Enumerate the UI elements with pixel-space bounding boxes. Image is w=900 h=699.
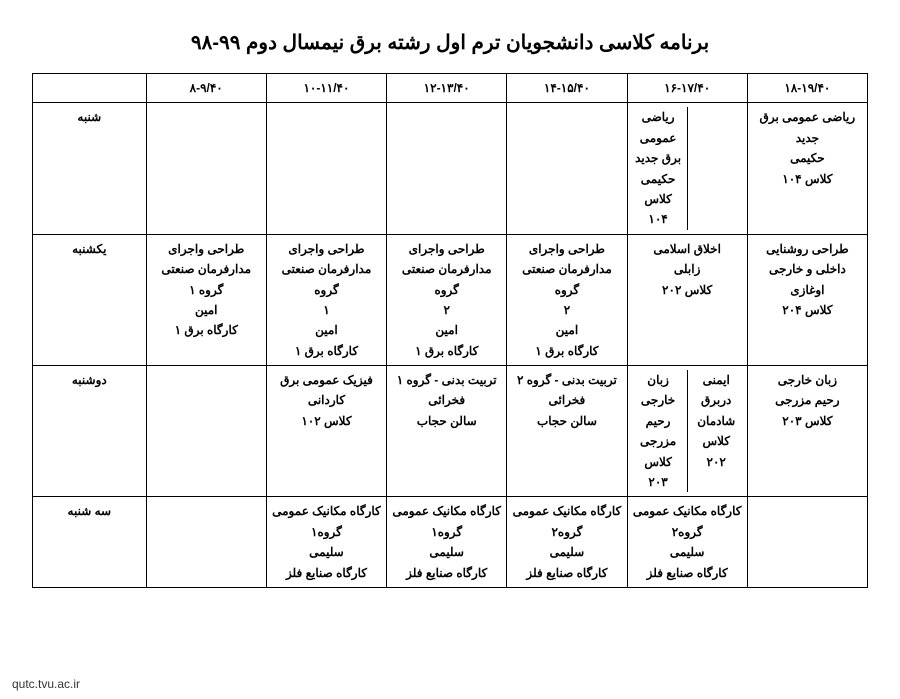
day-label: یکشنبه (33, 234, 147, 365)
cell-empty (266, 103, 386, 234)
cell: طراحی واجرای مدارفرمان صنعتی گروه ۲ امین… (507, 234, 627, 365)
day-label: شنبه (33, 103, 147, 234)
cell-empty (146, 497, 266, 588)
page-title: برنامه کلاسی دانشجویان ترم اول رشته برق … (32, 30, 868, 55)
cell-half (687, 107, 745, 229)
cell-half: زبان خارجی رحیم مزرجی کلاس ۲۰۳ (630, 370, 687, 492)
cell: تربیت بدنی - گروه ۲ فخرائی سالن حجاب (507, 366, 627, 497)
day-label: دوشنبه (33, 366, 147, 497)
schedule-table: ۱۸-۱۹/۴۰ ۱۶-۱۷/۴۰ ۱۴-۱۵/۴۰ ۱۲-۱۳/۴۰ ۱۰-۱… (32, 73, 868, 588)
row-tuesday: کارگاه مکانیک عمومی گروه۲ سلیمی کارگاه ص… (33, 497, 868, 588)
cell: فیزیک عمومی برق کاردانی کلاس ۱۰۲ (266, 366, 386, 497)
cell-empty (146, 366, 266, 497)
cell: زبان خارجی رحیم مزرجی کلاس ۲۰۳ (747, 366, 867, 497)
cell: کارگاه مکانیک عمومی گروه۲ سلیمی کارگاه ص… (627, 497, 747, 588)
cell: ریاضی عمومی برق جدید حکیمی کلاس ۱۰۴ (747, 103, 867, 234)
cell: کارگاه مکانیک عمومی گروه۱ سلیمی کارگاه ص… (266, 497, 386, 588)
header-row: ۱۸-۱۹/۴۰ ۱۶-۱۷/۴۰ ۱۴-۱۵/۴۰ ۱۲-۱۳/۴۰ ۱۰-۱… (33, 74, 868, 103)
row-saturday: ریاضی عمومی برق جدید حکیمی کلاس ۱۰۴ ریاض… (33, 103, 868, 234)
day-label: سه شنبه (33, 497, 147, 588)
cell: طراحی واجرای مدارفرمان صنعتی گروه ۲ امین… (387, 234, 507, 365)
cell-split: ریاضی عمومی برق جدید حکیمی کلاس ۱۰۴ (627, 103, 747, 234)
cell: طراحی واجرای مدارفرمان صنعتی گروه ۱ امین… (146, 234, 266, 365)
cell-empty (387, 103, 507, 234)
cell-empty (146, 103, 266, 234)
cell: تربیت بدنی - گروه ۱ فخرائی سالن حجاب (387, 366, 507, 497)
cell-half: ریاضی عمومی برق جدید حکیمی کلاس ۱۰۴ (630, 107, 687, 229)
footer-url: qutc.tvu.ac.ir (12, 677, 80, 691)
cell: طراحی واجرای مدارفرمان صنعتی گروه ۱ امین… (266, 234, 386, 365)
cell: کارگاه مکانیک عمومی گروه۲ سلیمی کارگاه ص… (507, 497, 627, 588)
cell: طراحی روشنایی داخلی و خارجی اوغازی کلاس … (747, 234, 867, 365)
time-header: ۱۸-۱۹/۴۰ (747, 74, 867, 103)
time-header: ۱۴-۱۵/۴۰ (507, 74, 627, 103)
time-header: ۱۶-۱۷/۴۰ (627, 74, 747, 103)
time-header: ۱۲-۱۳/۴۰ (387, 74, 507, 103)
cell: کارگاه مکانیک عمومی گروه۱ سلیمی کارگاه ص… (387, 497, 507, 588)
day-header-blank (33, 74, 147, 103)
row-sunday: طراحی روشنایی داخلی و خارجی اوغازی کلاس … (33, 234, 868, 365)
cell-empty (507, 103, 627, 234)
time-header: ۱۰-۱۱/۴۰ (266, 74, 386, 103)
cell-half: ایمنی دربرق شادمان کلاس ۲۰۲ (687, 370, 745, 492)
cell: اخلاق اسلامی زابلی کلاس ۲۰۲ (627, 234, 747, 365)
cell-empty (747, 497, 867, 588)
row-monday: زبان خارجی رحیم مزرجی کلاس ۲۰۳ ایمنی درب… (33, 366, 868, 497)
cell-split: ایمنی دربرق شادمان کلاس ۲۰۲ زبان خارجی ر… (627, 366, 747, 497)
time-header: ۸-۹/۴۰ (146, 74, 266, 103)
